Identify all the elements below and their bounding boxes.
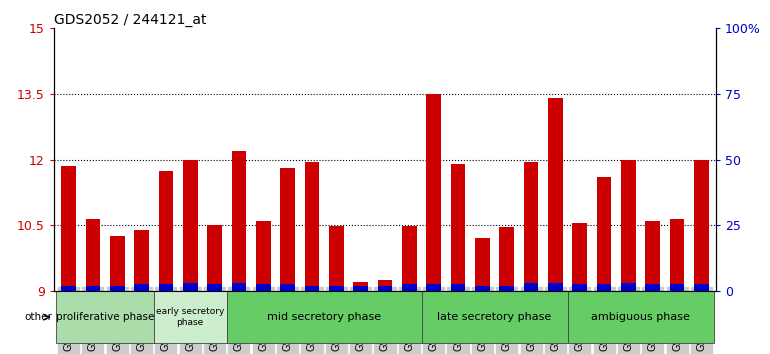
Bar [450,164,465,291]
Bar [280,284,295,291]
Text: mid secretory phase: mid secretory phase [267,312,381,322]
Bar [183,160,198,291]
Bar [621,160,636,291]
Bar [56,291,154,343]
Bar [450,284,465,291]
Bar [305,286,320,291]
Bar [85,219,100,291]
Text: early secretory
phase: early secretory phase [156,307,224,327]
Bar [226,291,421,343]
Text: proliferative phase: proliferative phase [56,312,154,322]
Bar [475,286,490,291]
Bar [670,284,685,291]
Bar [572,284,587,291]
Bar [402,284,417,291]
Bar [500,286,514,291]
Bar [427,284,441,291]
Bar [548,283,563,291]
Bar [134,230,149,291]
Bar [353,282,368,291]
Text: GDS2052 / 244121_at: GDS2052 / 244121_at [54,13,206,27]
Bar [597,284,611,291]
Bar [256,284,270,291]
Bar [134,284,149,291]
Bar [159,171,173,291]
Text: late secretory phase: late secretory phase [437,312,551,322]
Bar [110,236,125,291]
Bar [378,286,392,291]
Bar [475,238,490,291]
Bar [207,284,222,291]
Bar [85,286,100,291]
Bar [500,227,514,291]
Bar [427,94,441,291]
Bar [524,162,538,291]
Bar [280,169,295,291]
Bar [305,162,320,291]
Bar [61,166,75,291]
Text: other: other [25,312,52,322]
Bar [524,283,538,291]
Bar [402,226,417,291]
Bar [110,286,125,291]
Bar [353,286,368,291]
Bar [329,226,343,291]
Bar [159,284,173,291]
Bar [61,286,75,291]
Bar [670,219,685,291]
Bar [621,283,636,291]
Bar [154,291,226,343]
Bar [645,221,660,291]
Bar [548,98,563,291]
Text: ■: ■ [54,353,67,354]
Bar [421,291,567,343]
Bar [695,160,709,291]
Bar [329,286,343,291]
Bar [645,284,660,291]
Bar [232,283,246,291]
Bar [378,280,392,291]
Bar [183,283,198,291]
Bar [597,177,611,291]
Bar [256,221,270,291]
Text: ambiguous phase: ambiguous phase [591,312,690,322]
Bar [567,291,714,343]
Bar [207,225,222,291]
Bar [695,284,709,291]
Bar [232,151,246,291]
Bar [572,223,587,291]
